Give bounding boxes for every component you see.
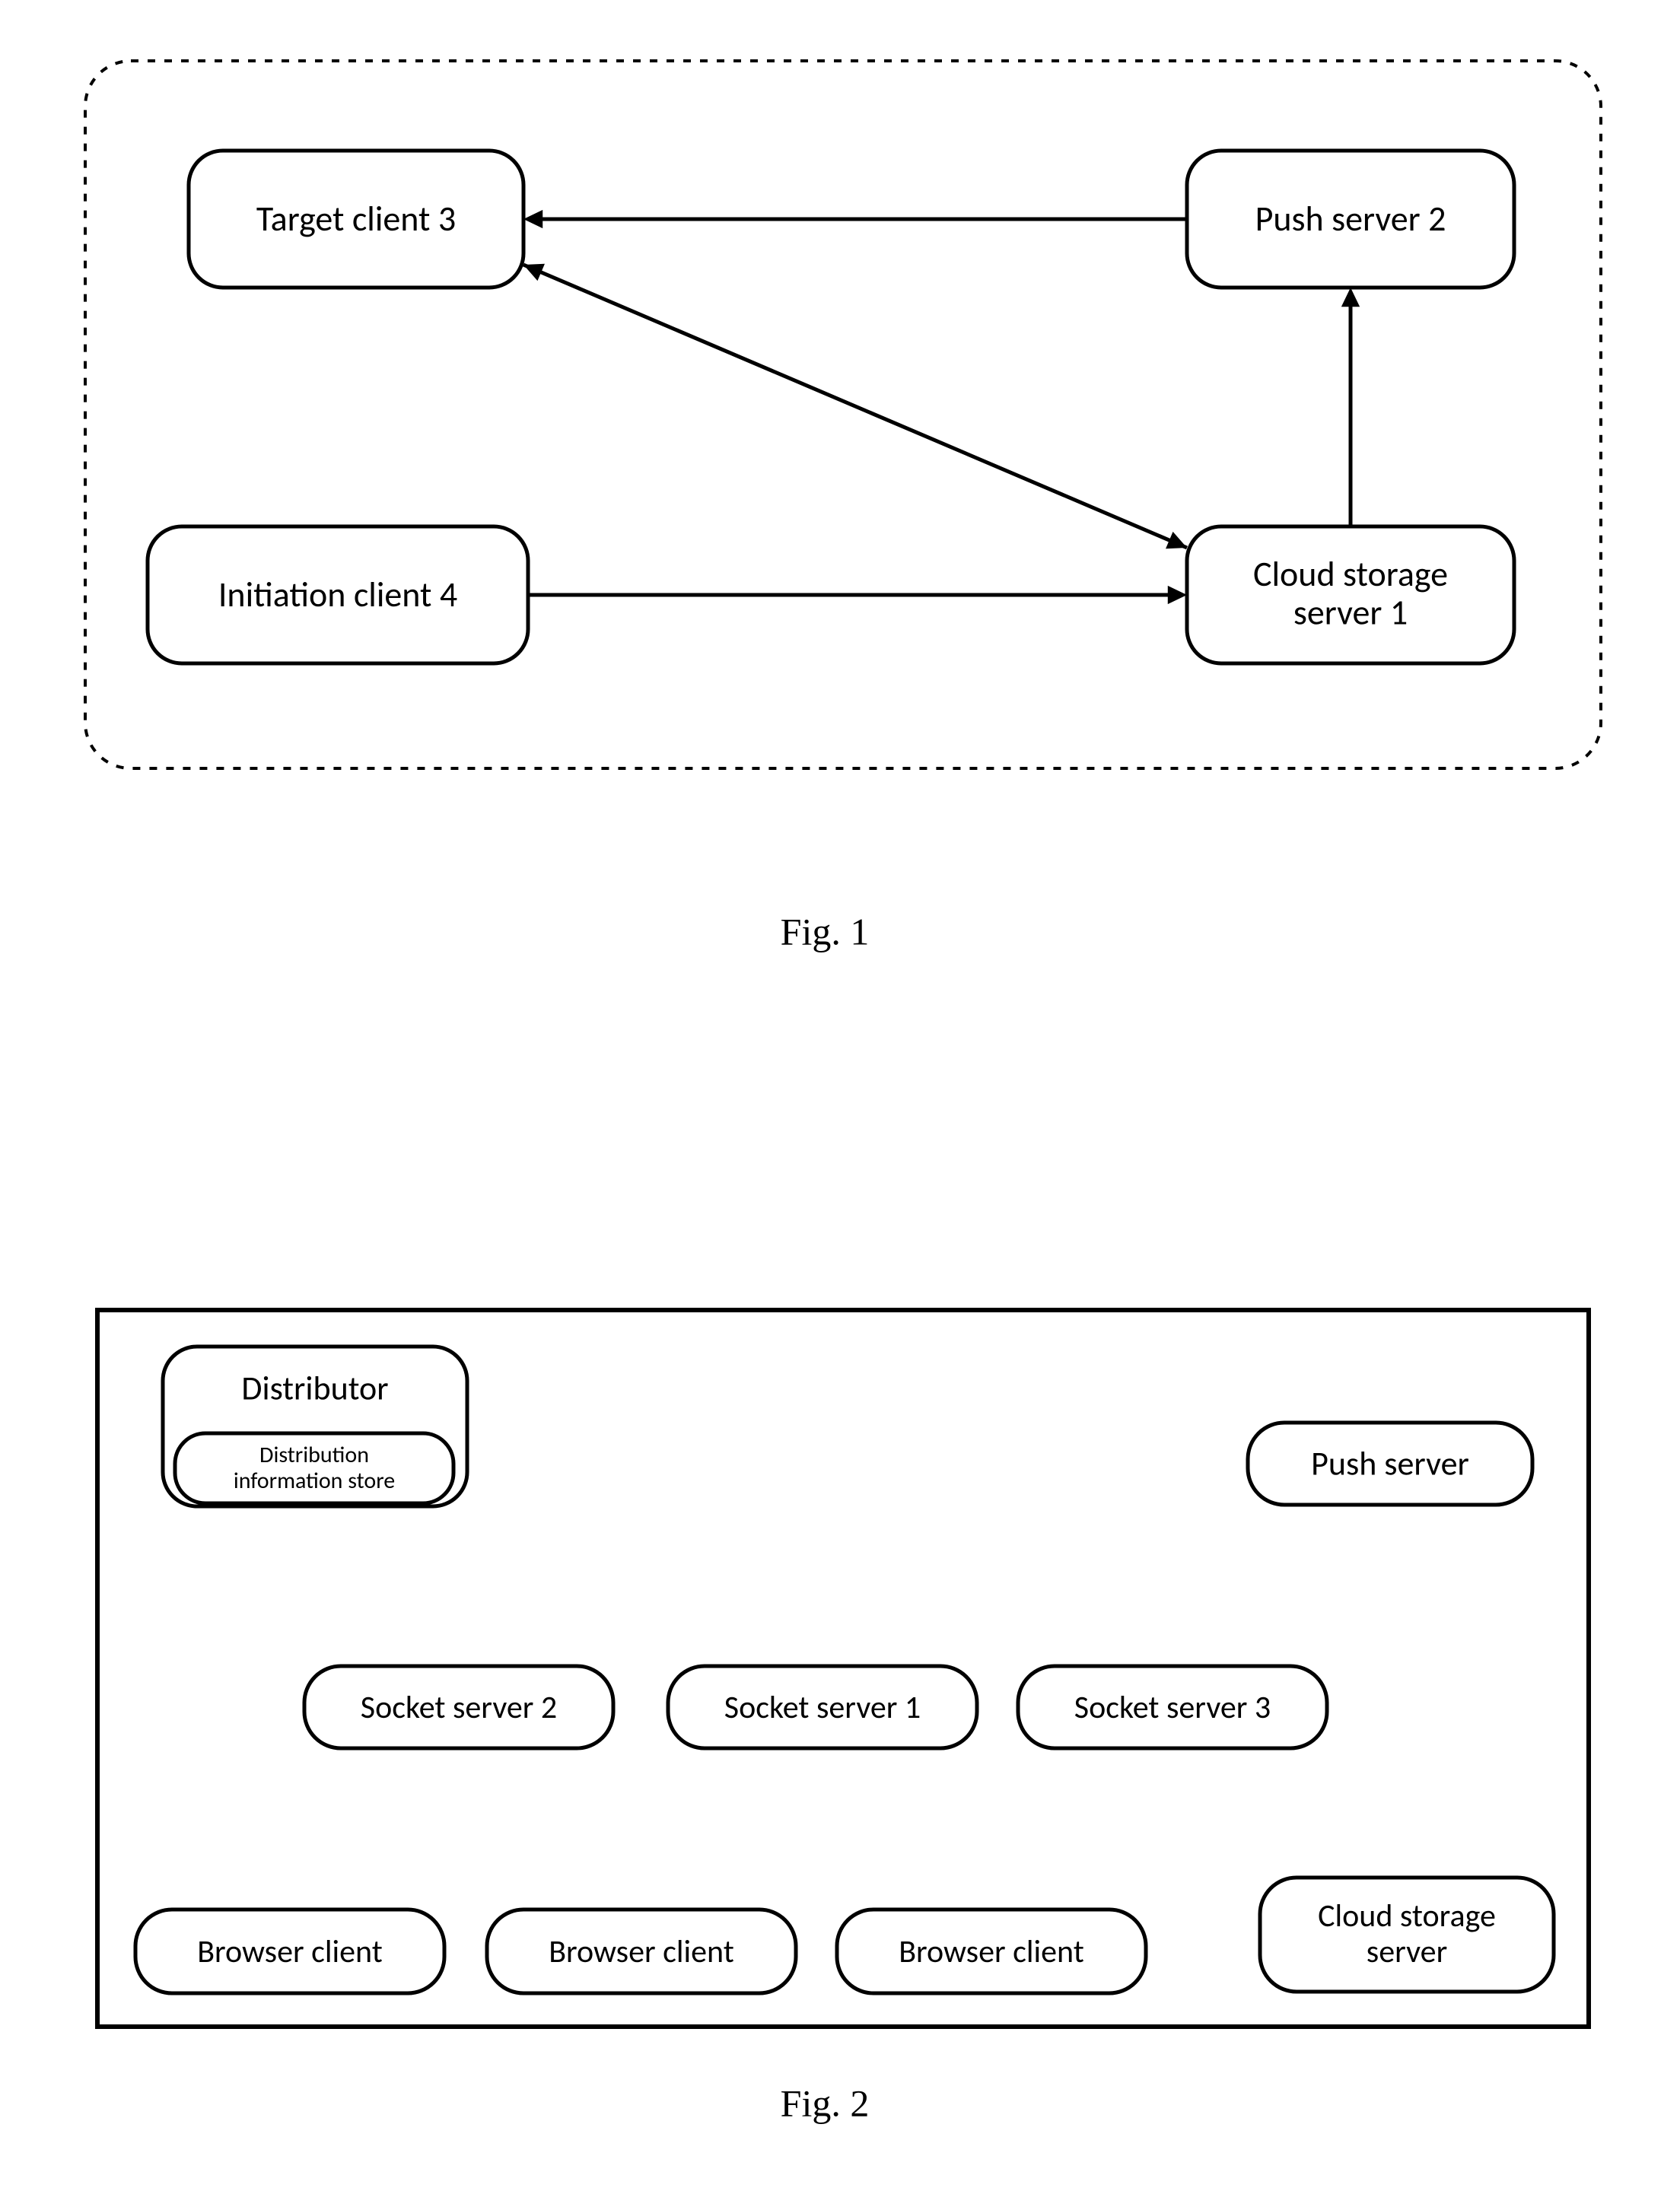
diagram-canvas: Target client 3 Push server 2 Initiation c… [0,0,1680,2191]
page: Target client 3 Push server 2 Initiation c… [0,0,1680,2191]
svg-text:Socket server 1: Socket server 1 [724,1688,921,1727]
svg-text:Initiation client 4: Initiation client 4 [218,574,457,616]
svg-text:Browser client: Browser client [899,1932,1084,1971]
svg-text:Distributor: Distributor [241,1368,388,1409]
svg-text:Socket server 3: Socket server 3 [1074,1688,1271,1727]
svg-text:information store: information store [234,1467,395,1495]
svg-text:server 1: server 1 [1293,592,1408,634]
svg-text:server: server [1367,1932,1447,1971]
svg-text:Socket server 2: Socket server 2 [361,1688,557,1727]
svg-text:Browser client: Browser client [549,1932,734,1971]
fig2-caption: Fig. 2 [781,2081,870,2124]
fig1-caption: Fig. 1 [781,910,870,952]
svg-text:Target client 3: Target client 3 [256,198,456,240]
svg-text:Cloud storage: Cloud storage [1318,1897,1496,1935]
svg-text:Cloud storage: Cloud storage [1253,553,1448,596]
svg-text:Browser client: Browser client [197,1932,383,1971]
svg-text:Distribution: Distribution [259,1441,369,1469]
svg-text:Push server: Push server [1311,1443,1469,1484]
svg-text:Push server 2: Push server 2 [1255,198,1446,240]
